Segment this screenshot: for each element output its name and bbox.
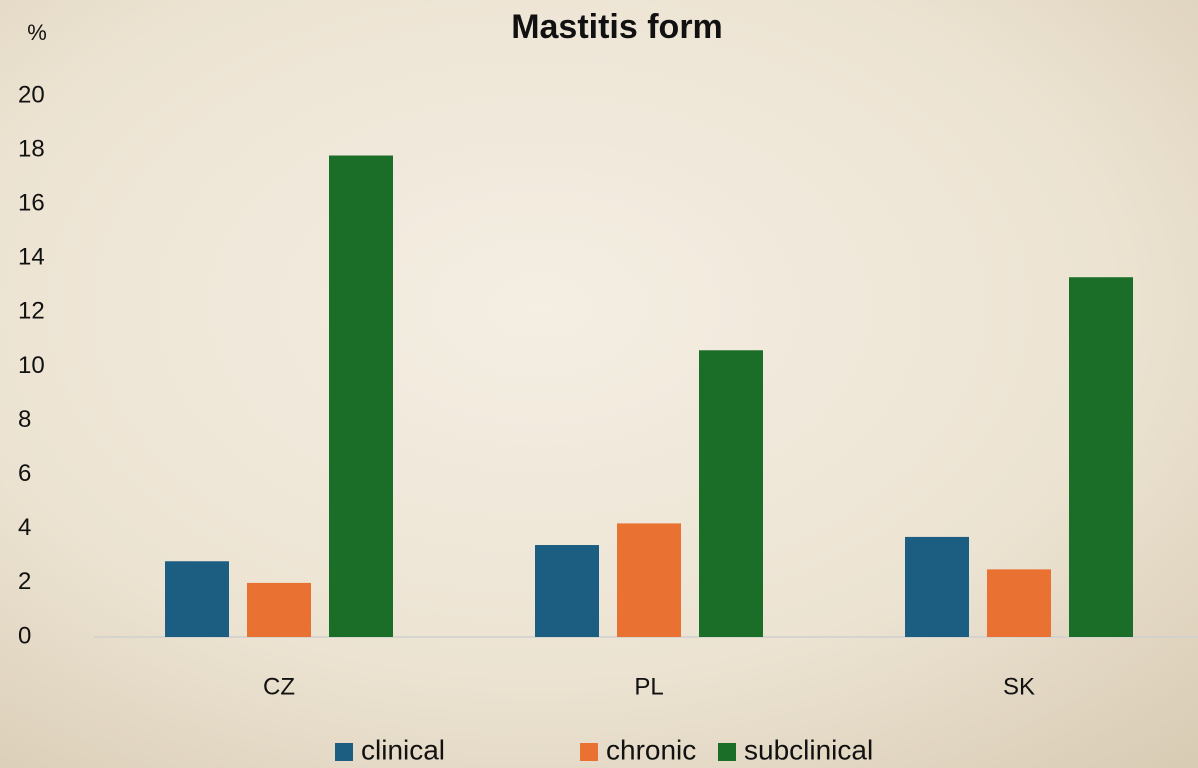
y-axis-label: % <box>27 20 47 45</box>
bar <box>617 523 681 637</box>
x-tick-label: CZ <box>263 673 295 700</box>
y-tick-label: 0 <box>18 622 31 649</box>
y-tick-label: 8 <box>18 406 31 433</box>
legend-swatch <box>718 743 736 761</box>
bar <box>165 561 229 637</box>
x-tick-label: PL <box>634 673 663 700</box>
y-tick-label: 2 <box>18 568 31 595</box>
y-tick-label: 12 <box>18 298 45 325</box>
x-tick-label: SK <box>1003 673 1035 700</box>
legend-swatch <box>580 743 598 761</box>
bar <box>1069 277 1133 637</box>
y-tick-label: 4 <box>18 514 31 541</box>
bar <box>329 156 393 637</box>
bar <box>987 569 1051 637</box>
y-tick-label: 10 <box>18 352 45 379</box>
background <box>0 0 1198 768</box>
chart: Mastitis form % 0 2 4 6 8 10 12 14 16 18 20 CZ PL SK c… <box>0 0 1198 768</box>
y-tick-label: 18 <box>18 135 45 162</box>
legend-swatch <box>335 743 353 761</box>
bar <box>905 537 969 637</box>
y-tick-label: 16 <box>18 190 45 217</box>
y-tick-label: 20 <box>18 81 45 108</box>
bar <box>535 545 599 637</box>
legend-label: clinical <box>361 734 445 765</box>
legend-label: subclinical <box>744 734 873 765</box>
legend-label: chronic <box>606 734 696 765</box>
y-tick-label: 14 <box>18 244 45 271</box>
bar <box>247 583 311 637</box>
page: Mastitis form % 0 2 4 6 8 10 12 14 16 18 20 CZ PL SK c… <box>0 0 1198 768</box>
bar <box>699 350 763 637</box>
y-tick-label: 6 <box>18 460 31 487</box>
chart-title: Mastitis form <box>511 8 723 46</box>
